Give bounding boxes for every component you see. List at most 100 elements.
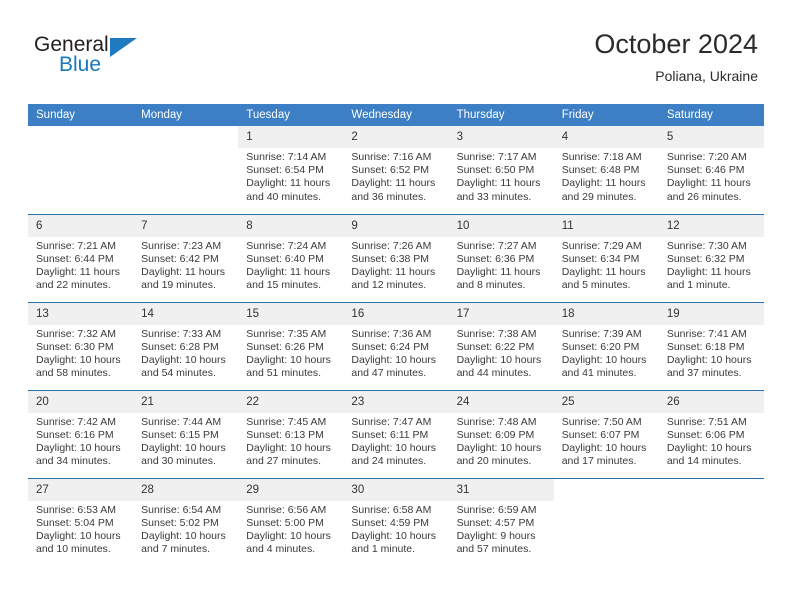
day-sun-info: Sunrise: 7:26 AM Sunset: 6:38 PM Daylight:… [343,237,448,293]
calendar-day-cell[interactable]: 30 Sunrise: 6:58 AM Sunset: 4:59 PM Dayligh… [343,477,449,566]
sunset-text: Sunset: 6:22 PM [456,340,535,353]
calendar-day-cell[interactable]: 15 Sunrise: 7:35 AM Sunset: 6:26 PM Dayligh… [238,301,344,390]
sunrise-text: Sunrise: 7:18 AM [561,151,642,163]
calendar-day-cell[interactable]: 11 Sunrise: 7:29 AM Sunset: 6:34 PM Dayligh… [553,213,659,302]
logo-text-general: General [34,33,109,56]
daylight-text: Daylight: 11 hours [246,265,331,278]
day-number [553,478,659,501]
sunrise-text: Sunrise: 7:33 AM [141,327,222,340]
daylight-text: Daylight: 10 hours [246,441,331,454]
calendar-day-cell[interactable]: 24 Sunrise: 7:48 AM Sunset: 6:09 PM Dayligh… [448,389,554,478]
daylight-text: Daylight: 10 hours [351,353,437,366]
day-sun-info: Sunrise: 6:56 AM Sunset: 5:00 PM Daylight:… [238,501,343,557]
weekday-header-wednesday: Wednesday [343,104,449,126]
daylight-text: and 40 minutes. [246,190,321,203]
sunrise-text: Sunrise: 7:36 AM [351,327,432,340]
sunset-text: Sunset: 6:20 PM [561,340,640,353]
calendar-day-cell[interactable]: 28 Sunrise: 6:54 AM Sunset: 5:02 PM Dayligh… [133,477,239,566]
sunset-text: Sunset: 6:15 PM [141,428,219,441]
calendar-day-cell[interactable]: 5 Sunrise: 7:20 AM Sunset: 6:46 PM Daylight… [658,126,764,214]
sunset-text: Sunset: 6:38 PM [351,252,430,265]
daylight-text: and 7 minutes. [141,543,211,556]
day-sun-info: Sunrise: 7:29 AM Sunset: 6:34 PM Daylight:… [554,237,659,293]
daylight-text: and 26 minutes. [666,190,742,203]
calendar-week-row: 6 Sunrise: 7:21 AM Sunset: 6:44 PM Daylight… [28,213,764,302]
day-number: 19 [658,302,764,325]
calendar-day-cell[interactable]: 13 Sunrise: 7:32 AM Sunset: 6:30 PM Dayligh… [28,301,134,390]
sunrise-text: Sunrise: 6:56 AM [246,503,327,516]
sunset-text: Sunset: 6:13 PM [246,428,324,441]
calendar-day-cell[interactable]: 16 Sunrise: 7:36 AM Sunset: 6:24 PM Dayligh… [343,301,449,390]
daylight-text: Daylight: 10 hours [141,353,226,366]
calendar-day-cell[interactable]: 12 Sunrise: 7:30 AM Sunset: 6:32 PM Dayligh… [658,213,764,302]
day-number: 1 [238,126,344,148]
sunrise-text: Sunrise: 7:48 AM [456,415,537,428]
daylight-text: Daylight: 11 hours [456,265,541,278]
calendar-day-cell[interactable]: 9 Sunrise: 7:26 AM Sunset: 6:38 PM Daylight… [343,213,449,302]
calendar-day-cell[interactable]: 19 Sunrise: 7:41 AM Sunset: 6:18 PM Dayligh… [658,301,764,390]
calendar-day-cell[interactable]: 2 Sunrise: 7:16 AM Sunset: 6:52 PM Daylight… [343,126,449,214]
general-blue-logo[interactable]: General Blue [34,34,174,84]
sunrise-text: Sunrise: 7:30 AM [666,239,747,252]
calendar-day-cell[interactable]: 8 Sunrise: 7:24 AM Sunset: 6:40 PM Daylight… [238,213,344,302]
day-sun-info: Sunrise: 7:44 AM Sunset: 6:15 PM Daylight:… [133,413,238,469]
calendar-day-cell[interactable]: 21 Sunrise: 7:44 AM Sunset: 6:15 PM Dayligh… [133,389,239,478]
calendar-day-cell[interactable]: 23 Sunrise: 7:47 AM Sunset: 6:11 PM Dayligh… [343,389,449,478]
daylight-text: Daylight: 10 hours [666,353,752,366]
calendar-empty-cell [553,477,659,566]
day-sun-info: Sunrise: 7:39 AM Sunset: 6:20 PM Daylight:… [554,325,659,381]
logo-text-blue: Blue [59,53,102,76]
day-sun-info: Sunrise: 7:42 AM Sunset: 6:16 PM Daylight:… [28,413,133,469]
calendar-day-cell[interactable]: 26 Sunrise: 7:51 AM Sunset: 6:06 PM Dayligh… [658,389,764,478]
daylight-text: and 12 minutes. [351,279,427,292]
calendar-day-cell[interactable]: 10 Sunrise: 7:27 AM Sunset: 6:36 PM Dayligh… [448,213,554,302]
daylight-text: and 20 minutes. [456,455,532,468]
day-sun-info: Sunrise: 7:30 AM Sunset: 6:32 PM Daylight:… [659,237,764,293]
sunrise-text: Sunrise: 7:27 AM [456,239,537,252]
daylight-text: and 1 minute. [666,279,731,292]
calendar-day-cell[interactable]: 25 Sunrise: 7:50 AM Sunset: 6:07 PM Dayligh… [553,389,659,478]
daylight-text: and 37 minutes. [666,367,742,380]
calendar-day-cell[interactable]: 22 Sunrise: 7:45 AM Sunset: 6:13 PM Dayligh… [238,389,344,478]
calendar-day-cell[interactable]: 17 Sunrise: 7:38 AM Sunset: 6:22 PM Dayligh… [448,301,554,390]
day-number: 14 [133,302,239,325]
calendar-day-cell[interactable]: 7 Sunrise: 7:23 AM Sunset: 6:42 PM Daylight… [133,213,239,302]
weekday-header-friday: Friday [553,104,659,126]
calendar-day-cell[interactable]: 27 Sunrise: 6:53 AM Sunset: 5:04 PM Dayligh… [28,477,134,566]
calendar-day-cell[interactable]: 31 Sunrise: 6:59 AM Sunset: 4:57 PM Dayligh… [448,477,554,566]
day-number: 16 [343,302,449,325]
calendar-day-cell[interactable]: 6 Sunrise: 7:21 AM Sunset: 6:44 PM Daylight… [28,213,134,302]
sunset-text: Sunset: 5:04 PM [36,516,114,529]
daylight-text: Daylight: 10 hours [36,353,121,366]
calendar-day-cell[interactable]: 1 Sunrise: 7:14 AM Sunset: 6:54 PM Daylight… [238,126,344,214]
calendar-week-row: 20 Sunrise: 7:42 AM Sunset: 6:16 PM Dayligh… [28,389,764,478]
day-number: 11 [553,214,659,237]
day-number: 26 [658,390,764,413]
calendar-day-cell[interactable]: 14 Sunrise: 7:33 AM Sunset: 6:28 PM Dayligh… [133,301,239,390]
sunset-text: Sunset: 5:00 PM [246,516,324,529]
sunrise-text: Sunrise: 7:14 AM [246,151,327,163]
day-sun-info: Sunrise: 7:35 AM Sunset: 6:26 PM Daylight:… [238,325,343,381]
calendar-day-cell[interactable]: 4 Sunrise: 7:18 AM Sunset: 6:48 PM Daylight… [553,126,659,214]
day-sun-info: Sunrise: 7:48 AM Sunset: 6:09 PM Daylight:… [449,413,554,469]
sunset-text: Sunset: 6:44 PM [36,252,114,265]
daylight-text: Daylight: 11 hours [666,265,751,278]
sunrise-text: Sunrise: 7:26 AM [351,239,432,252]
sunrise-text: Sunrise: 7:20 AM [666,151,747,163]
daylight-text: Daylight: 11 hours [666,177,751,190]
daylight-text: and 17 minutes. [561,455,637,468]
calendar-day-cell[interactable]: 3 Sunrise: 7:17 AM Sunset: 6:50 PM Daylight… [448,126,554,214]
daylight-text: and 41 minutes. [561,367,637,380]
sunset-text: Sunset: 4:59 PM [351,516,430,529]
daylight-text: and 27 minutes. [246,455,321,468]
calendar-day-cell[interactable]: 20 Sunrise: 7:42 AM Sunset: 6:16 PM Dayligh… [28,389,134,478]
daylight-text: Daylight: 10 hours [666,441,752,454]
calendar-week-row: 27 Sunrise: 6:53 AM Sunset: 5:04 PM Dayligh… [28,477,764,566]
day-sun-info: Sunrise: 7:47 AM Sunset: 6:11 PM Daylight:… [343,413,448,469]
day-sun-info: Sunrise: 7:36 AM Sunset: 6:24 PM Daylight:… [343,325,448,381]
calendar-day-cell[interactable]: 29 Sunrise: 6:56 AM Sunset: 5:00 PM Dayligh… [238,477,344,566]
sunset-text: Sunset: 6:11 PM [351,428,429,441]
calendar-day-cell[interactable]: 18 Sunrise: 7:39 AM Sunset: 6:20 PM Dayligh… [553,301,659,390]
daylight-text: Daylight: 10 hours [141,529,226,542]
daylight-text: Daylight: 11 hours [351,265,436,278]
